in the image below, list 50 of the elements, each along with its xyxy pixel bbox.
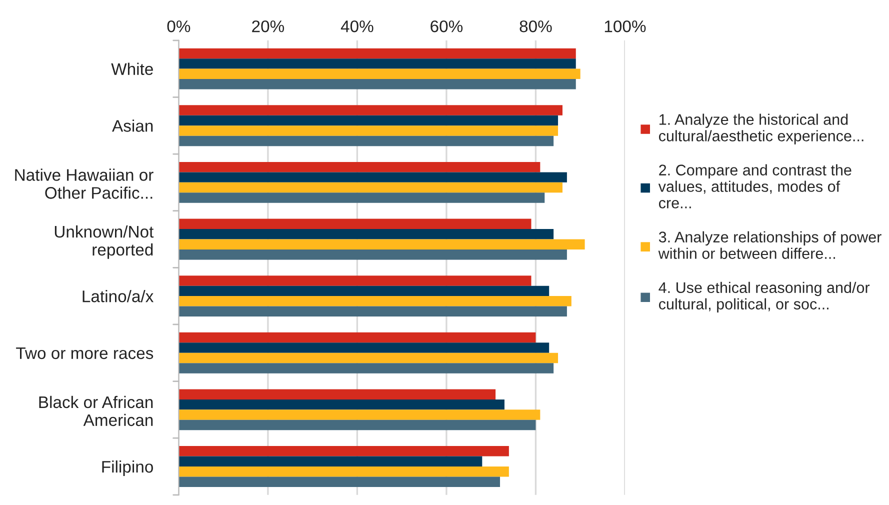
x-tick-label: 80% bbox=[520, 20, 552, 32]
bar bbox=[178, 286, 550, 296]
bar bbox=[178, 389, 496, 400]
bar bbox=[178, 192, 545, 203]
bar bbox=[178, 420, 536, 430]
bar bbox=[178, 182, 562, 193]
y-tick-label: Unknown/Not reported bbox=[54, 225, 154, 259]
bar bbox=[178, 48, 576, 59]
bar bbox=[178, 115, 558, 126]
bar bbox=[178, 58, 576, 69]
bar bbox=[178, 68, 580, 80]
y-tick-label: Filipino bbox=[102, 460, 153, 476]
legend-label: 3. Analyze relationships of power within or between differe... bbox=[658, 231, 882, 259]
bar bbox=[178, 276, 532, 286]
bar bbox=[178, 399, 504, 410]
x-tick-label: 0% bbox=[167, 20, 190, 32]
bar bbox=[178, 105, 562, 116]
legend-label: 4. Use ethical reasoning and/or cultural, political, or soc... bbox=[658, 282, 870, 313]
bar bbox=[178, 410, 540, 420]
bar bbox=[178, 172, 567, 182]
bar bbox=[178, 239, 585, 250]
bar bbox=[178, 446, 509, 456]
y-tick-label: White bbox=[111, 62, 153, 76]
x-tick-label: 100% bbox=[604, 20, 646, 32]
legend-label: 2. Compare and contrast the values, attitudes, modes of cre... bbox=[658, 164, 852, 208]
bar bbox=[178, 352, 558, 364]
bar bbox=[178, 363, 554, 374]
y-tick-label: Latino/a/x bbox=[82, 290, 154, 302]
y-tick-label: Two or more races bbox=[16, 347, 154, 360]
bar bbox=[178, 466, 509, 477]
y-tick-label: Black or African American bbox=[39, 396, 153, 426]
bar bbox=[178, 249, 567, 260]
y-tick-label: Native Hawaiian or Other Pacific... bbox=[15, 168, 154, 199]
bar bbox=[178, 126, 558, 136]
x-tick-label: 20% bbox=[252, 20, 284, 32]
x-tick-label: 60% bbox=[430, 20, 463, 32]
x-tick-label: 40% bbox=[340, 20, 374, 32]
bar bbox=[178, 162, 540, 172]
bar bbox=[178, 476, 500, 487]
bar bbox=[178, 456, 482, 466]
bar bbox=[178, 229, 554, 240]
bar bbox=[178, 79, 576, 90]
bar bbox=[178, 136, 554, 146]
bar bbox=[178, 342, 550, 353]
legend-label: 1. Analyze the historical and cultural/aesthetic experience... bbox=[658, 114, 864, 144]
y-tick-label: Asian bbox=[112, 120, 153, 132]
bar bbox=[178, 296, 572, 306]
bar bbox=[178, 218, 532, 230]
bar bbox=[178, 306, 567, 317]
bar bbox=[178, 332, 536, 343]
